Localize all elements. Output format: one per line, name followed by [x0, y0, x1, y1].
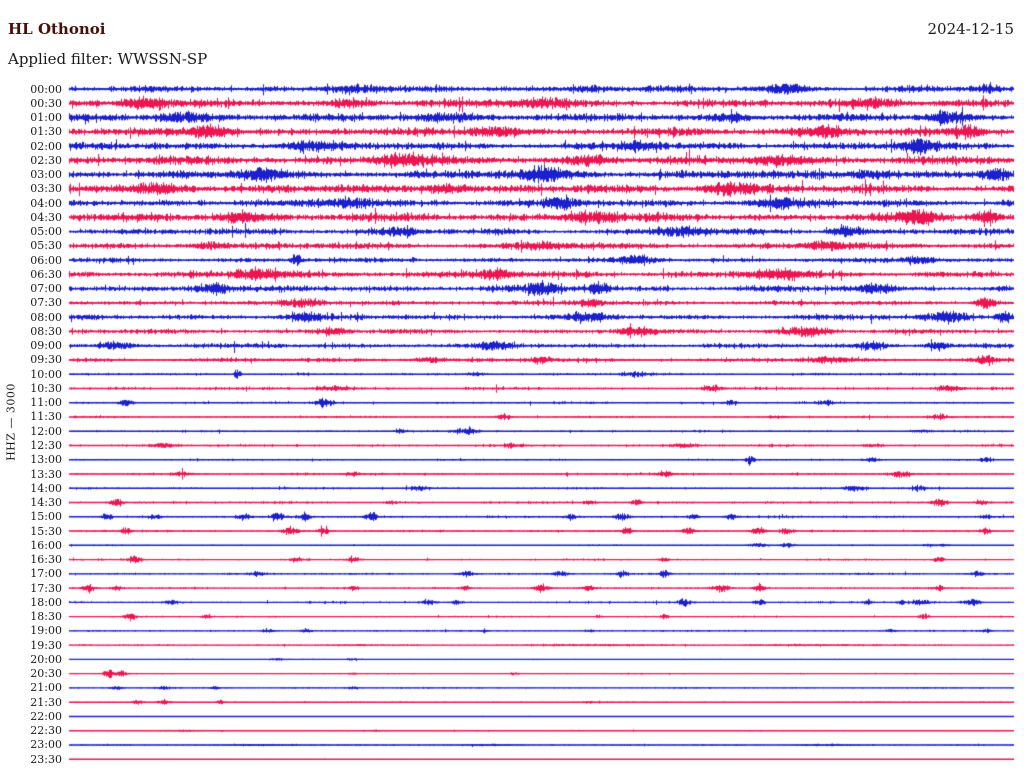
time-label: 09:30	[30, 353, 62, 367]
time-label: 05:00	[30, 225, 62, 239]
time-label: 17:30	[30, 581, 62, 595]
time-label: 15:00	[30, 510, 62, 524]
time-label: 15:30	[30, 524, 62, 538]
time-label: 19:30	[30, 638, 62, 652]
time-label: 19:00	[30, 624, 62, 638]
time-label: 10:00	[30, 367, 62, 381]
time-label: 16:30	[30, 553, 62, 567]
time-label: 06:30	[30, 267, 62, 281]
time-label: 07:00	[30, 282, 62, 296]
time-label: 00:00	[30, 82, 62, 96]
time-label: 10:30	[30, 381, 62, 395]
time-label: 20:00	[30, 652, 62, 666]
time-label: 11:30	[30, 410, 62, 424]
time-label: 01:30	[30, 125, 62, 139]
filter-label: Applied filter: WWSSN-SP	[8, 50, 208, 68]
time-label: 14:30	[30, 496, 62, 510]
time-label: 01:00	[30, 111, 62, 125]
time-label: 23:30	[30, 752, 62, 766]
time-label: 09:00	[30, 339, 62, 353]
time-label: 18:00	[30, 595, 62, 609]
time-label: 13:00	[30, 453, 62, 467]
time-label: 02:30	[30, 153, 62, 167]
time-label: 11:00	[30, 396, 62, 410]
time-label: 16:00	[30, 538, 62, 552]
time-label: 22:00	[30, 709, 62, 723]
station-title: HL Othonoi	[8, 20, 106, 38]
time-label: 14:00	[30, 481, 62, 495]
time-label: 21:30	[30, 695, 62, 709]
time-label: 03:30	[30, 182, 62, 196]
time-label: 18:30	[30, 610, 62, 624]
time-label: 21:00	[30, 681, 62, 695]
time-label: 03:00	[30, 168, 62, 182]
time-label: 05:30	[30, 239, 62, 253]
time-label: 12:30	[30, 439, 62, 452]
time-label: 06:00	[30, 253, 62, 267]
time-label: 04:30	[30, 210, 62, 224]
time-label: 23:00	[30, 738, 62, 752]
time-label: 02:00	[30, 139, 62, 153]
time-label: 07:30	[30, 296, 62, 310]
time-label: 08:30	[30, 324, 62, 338]
time-label: 22:30	[30, 724, 62, 738]
time-label: 08:00	[30, 310, 62, 324]
time-label: 00:30	[30, 96, 62, 110]
time-label: 17:00	[30, 567, 62, 581]
date-label: 2024-12-15	[927, 20, 1014, 38]
time-label: 12:00	[30, 424, 62, 438]
time-label: 13:30	[30, 467, 62, 481]
time-label: 04:00	[30, 196, 62, 210]
time-label: 20:30	[30, 667, 62, 681]
